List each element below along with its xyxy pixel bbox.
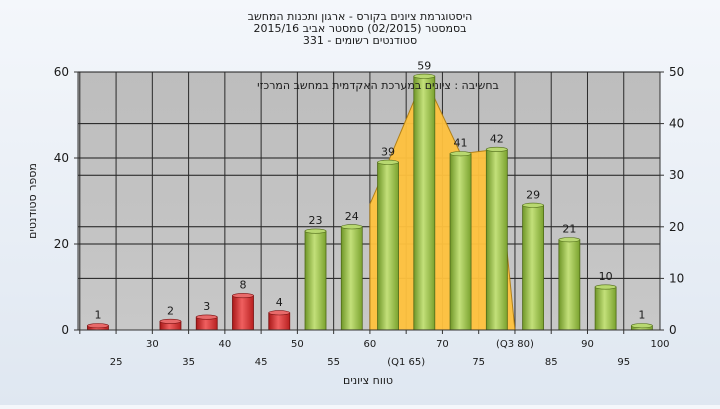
data-label-50: 4 [276,296,283,309]
y-tick-label-right: 10 [669,271,684,285]
x-tick-label-45: 45 [255,357,268,368]
x-tick-label-65: (Q1 65) [387,357,425,368]
chart-title-line-3: 331 - סטודנטים רשומים [303,34,417,47]
bar-50 [268,312,291,331]
y-tick-label-right: 20 [669,220,684,234]
data-label-40: 3 [203,300,210,313]
bars [87,73,653,331]
bar-cap-95 [594,284,617,290]
data-label-90: 21 [562,223,576,236]
bar-85 [522,204,544,331]
bar-cap-100 [631,323,653,329]
x-axis-title: טווח ציונים [343,374,393,387]
chart-annotation: בחשיבה : ציונים במערכת האקדמית במחשב המר… [257,79,499,92]
x-tick-label-30: 30 [146,339,159,350]
bar-cap-80 [486,146,508,152]
y-tick-label-right: 50 [669,65,684,79]
bar-cap-60 [340,224,363,230]
x-tick-label-100: 100 [650,339,669,350]
axes: 0 20 40 60 0 10 20 30 40 50 25 30 35 40 45 50 55 60 (Q1 65… [54,65,685,368]
bar-cap-25 [87,323,109,329]
bar-cap-45 [232,293,254,299]
bar-cap-35 [159,318,182,324]
data-label-80: 42 [490,132,504,145]
bar-70 [413,75,436,331]
x-tick-label-40: 40 [218,339,231,350]
data-label-25: 1 [94,309,101,322]
bar-cap-40 [195,314,218,320]
y-tick-label-right: 40 [669,117,684,131]
chart-title-line-2: בסמסטר (02/2015) סמסטר אביב 2015/16 [253,22,466,35]
y-axis-title: מספר סטודנטים [26,163,39,239]
data-label-100: 1 [638,309,645,322]
bar-60 [340,226,363,331]
y-tick-label-left: 60 [54,65,69,79]
bar-cap-85 [522,202,544,208]
bar-80 [485,148,508,331]
x-tick-label-50: 50 [291,339,304,350]
x-tick-label-55: 55 [327,357,340,368]
x-tick-label-75: 75 [472,357,485,368]
bar-90 [558,239,581,331]
y-tick-label-left: 0 [61,323,69,337]
data-label-35: 2 [167,304,174,317]
x-tick-label-85: 85 [545,357,558,368]
data-label-75: 41 [454,137,468,150]
x-tick-label-25: 25 [110,357,123,368]
interquartile-area [369,75,516,331]
data-label-65: 39 [381,145,395,158]
x-tick-label-35: 35 [182,357,195,368]
data-label-45: 8 [239,279,246,292]
bar-75 [449,153,472,331]
bar-cap-55 [304,228,327,234]
bar-cap-70 [413,73,436,79]
bar-cap-90 [558,237,581,243]
data-label-95: 10 [599,270,613,283]
data-label-55: 23 [309,214,323,227]
y-tick-label-right: 30 [669,168,684,182]
x-tick-label-70: 70 [436,339,449,350]
x-tick-label-95: 95 [617,357,630,368]
y-tick-label-right: 0 [669,323,677,337]
bar-65 [377,161,399,331]
bar-cap-50 [268,310,291,316]
data-label-70: 59 [417,59,431,72]
data-label-85: 29 [526,188,540,201]
bar-95 [594,286,617,331]
data-label-60: 24 [345,210,359,223]
bar-cap-65 [377,159,399,165]
x-tick-label-90: 90 [581,339,594,350]
bar-55 [304,230,327,331]
bar-cap-75 [449,151,472,157]
bar-45 [232,295,254,331]
x-tick-label-60: 60 [364,339,377,350]
y-tick-label-left: 40 [54,151,69,165]
chart-title-line-1: היסטוגרמת ציונים בקורס - ארגון ותכנות המ… [248,10,473,23]
y-tick-label-left: 20 [54,237,69,251]
x-tick-label-80: (Q3 80) [496,339,534,350]
